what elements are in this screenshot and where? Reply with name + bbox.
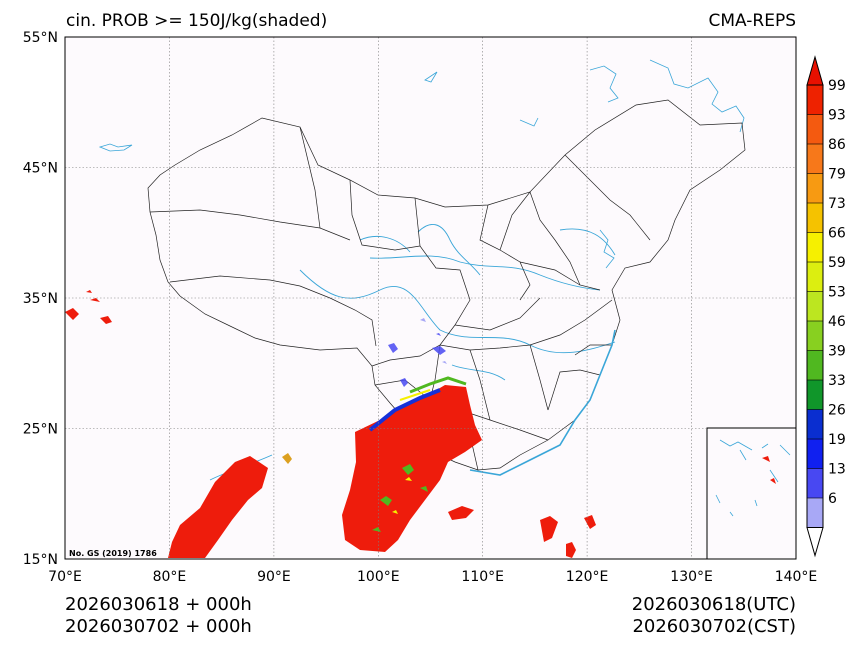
lat-label: 45°N: [23, 161, 58, 177]
colorbar-level-label: 73: [828, 196, 846, 212]
probability-shading: [65, 290, 596, 558]
colorbar-level-label: 19: [828, 432, 846, 448]
valid-time-label: 2026030702 + 000h: [65, 616, 252, 637]
colorbar-swatch: [807, 468, 823, 498]
lon-label: 70°E: [48, 569, 82, 585]
lat-label: 25°N: [23, 422, 58, 438]
colorbar-swatch: [807, 114, 823, 144]
lon-label: 90°E: [257, 569, 291, 585]
colorbar-level-label: 39: [828, 344, 846, 360]
colorbar-level-label: 53: [828, 285, 846, 301]
lat-label: 35°N: [23, 291, 58, 307]
colorbar-swatch: [807, 262, 823, 292]
colorbar-level-label: 93: [828, 108, 846, 124]
colorbar-swatch: [807, 173, 823, 203]
map-approval-number: No. GS (2019) 1786: [69, 549, 157, 558]
colorbar-level-label: 13: [828, 462, 846, 478]
lat-label: 15°N: [23, 552, 58, 568]
colorbar-swatch: [807, 85, 823, 115]
map-frame: [64, 36, 797, 560]
colorbar-swatch: [807, 232, 823, 262]
colorbar-level-label: 46: [828, 314, 846, 330]
model-label: CMA-REPS: [708, 11, 796, 31]
colorbar-swatch: [807, 203, 823, 233]
colorbar: 99 93 86 79 73 66 59 53 46 39 33 26 19 13 6: [806, 55, 846, 558]
coastline: [469, 329, 616, 476]
latitude-labels: 55°N 45°N 35°N 25°N 15°N: [23, 30, 58, 568]
lon-label: 120°E: [566, 569, 609, 585]
lon-label: 80°E: [153, 569, 187, 585]
colorbar-swatch: [807, 144, 823, 174]
cst-time-label: 2026030702(CST): [632, 616, 796, 637]
colorbar-top-arrow: [806, 55, 824, 86]
utc-time-label: 2026030618(UTC): [632, 594, 796, 615]
colorbar-swatch: [807, 350, 823, 380]
colorbar-level-label: 33: [828, 373, 846, 389]
colorbar-level-label: 99: [828, 78, 846, 94]
colorbar-level-label: 26: [828, 403, 846, 419]
colorbar-bottom-arrow: [806, 527, 824, 558]
init-time-label: 2026030618 + 000h: [65, 594, 252, 615]
lat-label: 55°N: [23, 30, 58, 46]
colorbar-swatch: [807, 439, 823, 469]
colorbar-swatch: [807, 498, 823, 528]
longitude-labels: 70°E 80°E 90°E 100°E 110°E 120°E 130°E 1…: [48, 569, 817, 585]
colorbar-swatch: [807, 291, 823, 321]
colorbar-swatch: [807, 321, 823, 351]
colorbar-level-label: 66: [828, 226, 846, 242]
colorbar-swatch: [807, 409, 823, 439]
colorbar-level-label: 79: [828, 167, 846, 183]
colorbar-level-label: 59: [828, 255, 846, 271]
lon-label: 100°E: [357, 569, 400, 585]
lon-label: 140°E: [775, 569, 818, 585]
map-title: cin. PROB >= 150J/kg(shaded): [66, 11, 327, 31]
lon-label: 130°E: [670, 569, 713, 585]
colorbar-level-label: 86: [828, 137, 846, 153]
colorbar-swatch: [807, 380, 823, 410]
lon-label: 110°E: [461, 569, 504, 585]
graticule: [65, 37, 796, 559]
south-china-sea-inset: [706, 427, 797, 560]
colorbar-level-label: 6: [828, 491, 837, 507]
